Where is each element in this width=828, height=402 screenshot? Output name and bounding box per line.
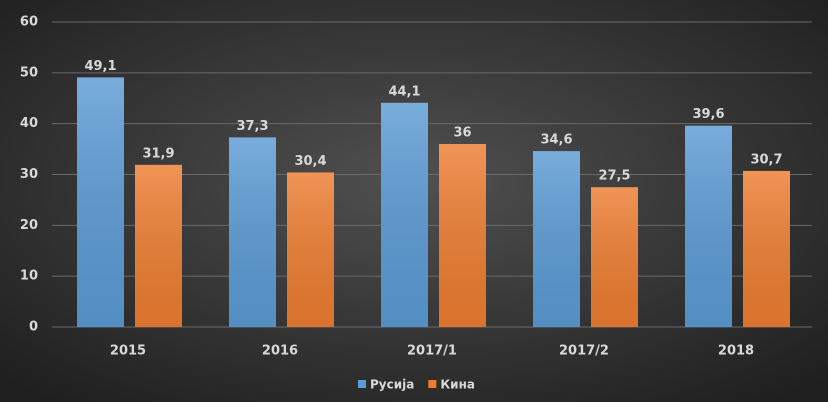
bar — [591, 187, 638, 327]
bar — [685, 125, 732, 327]
legend-swatch — [428, 380, 437, 388]
bar — [287, 172, 334, 327]
bar — [135, 164, 182, 327]
y-tick-label: 0 — [29, 320, 38, 335]
legend-label: Русија — [370, 378, 414, 392]
data-label: 37,3 — [236, 119, 268, 134]
bar — [439, 144, 486, 327]
x-tick-label: 2017/1 — [407, 344, 457, 359]
data-label: 34,6 — [540, 133, 572, 148]
data-label: 30,7 — [750, 152, 782, 167]
data-label: 31,9 — [142, 146, 174, 161]
y-tick-label: 40 — [20, 116, 38, 131]
x-tick-label: 2017/2 — [559, 344, 609, 359]
data-label: 49,1 — [84, 59, 116, 74]
y-tick-label: 60 — [20, 15, 38, 30]
data-label: 44,1 — [388, 84, 420, 99]
x-tick-label: 2016 — [262, 344, 298, 359]
y-tick-label: 20 — [20, 218, 38, 233]
legend-swatch — [358, 380, 366, 388]
x-tick-label: 2015 — [110, 344, 146, 359]
y-tick-label: 10 — [20, 269, 38, 284]
x-tick-label: 2018 — [718, 344, 754, 359]
bar — [533, 151, 580, 327]
bar — [229, 137, 276, 327]
legend-label: Кина — [440, 378, 475, 392]
data-label: 39,6 — [692, 107, 724, 122]
y-tick-label: 30 — [20, 167, 38, 182]
legend: Русија Кина — [358, 378, 475, 392]
bar — [381, 102, 428, 327]
data-label: 27,5 — [598, 169, 630, 184]
data-label: 36 — [453, 126, 471, 141]
bar — [743, 170, 790, 327]
bar — [77, 77, 124, 328]
y-tick-label: 50 — [20, 65, 38, 80]
data-label: 30,4 — [294, 154, 326, 169]
